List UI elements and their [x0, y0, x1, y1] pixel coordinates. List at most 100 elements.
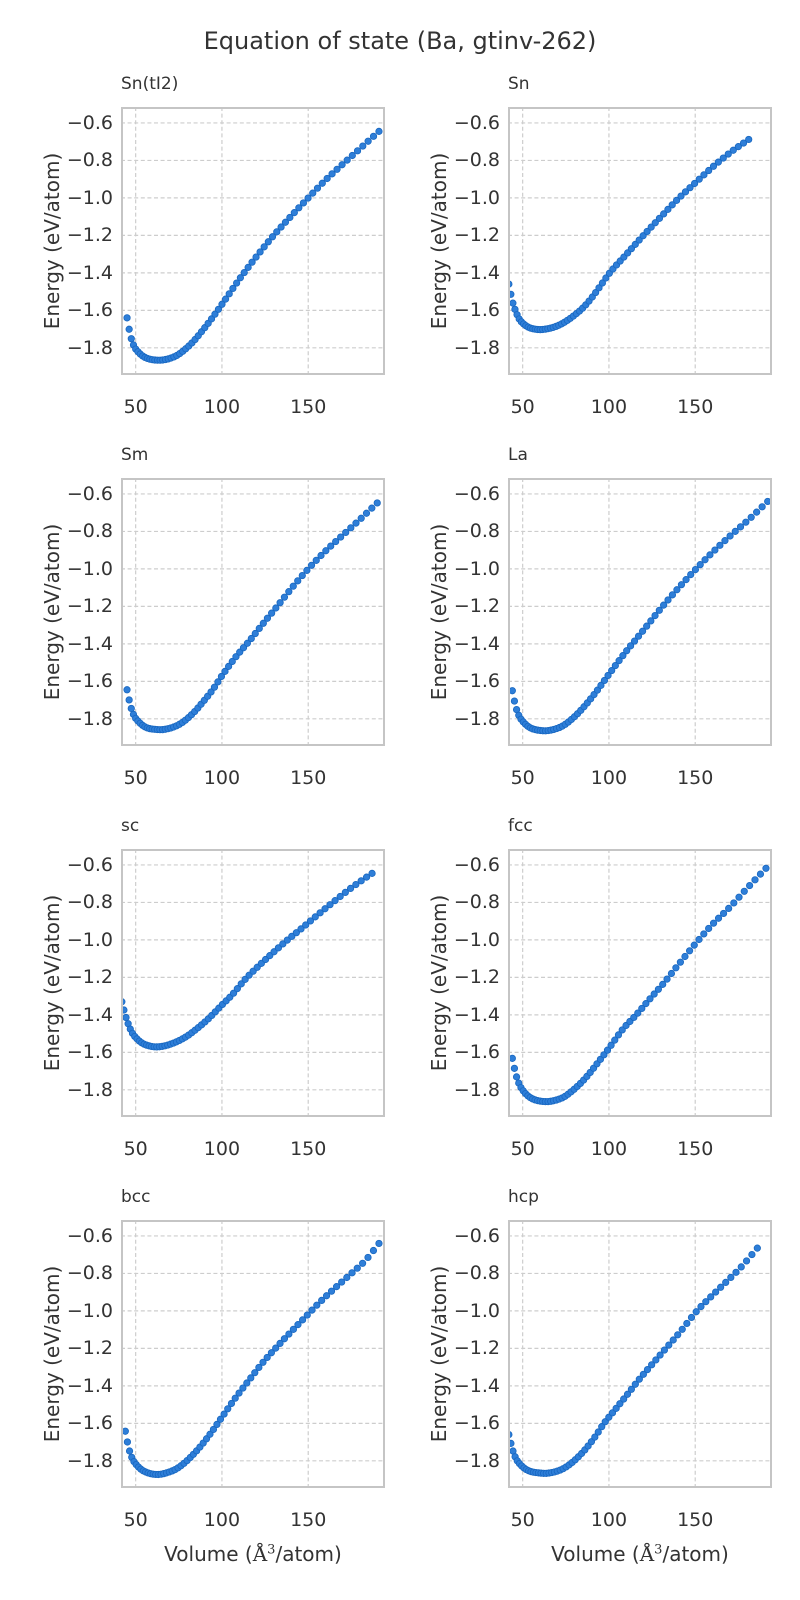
x-tick-label: 50 — [123, 396, 148, 418]
data-point — [696, 561, 704, 569]
data-point — [734, 143, 742, 151]
x-axis-label-part: Å — [252, 1542, 268, 1566]
data-point — [697, 1302, 705, 1311]
y-tick-label: −1.0 — [453, 1299, 500, 1322]
data-point — [285, 1330, 293, 1338]
data-point — [233, 985, 241, 993]
data-point — [309, 189, 317, 197]
data-point — [740, 887, 748, 895]
data-point — [627, 1385, 635, 1393]
subplot-title-sn-ti2: Sn(tI2) — [121, 74, 179, 94]
data-point — [685, 947, 694, 955]
y-tick-label: −1.6 — [453, 299, 500, 322]
data-point — [681, 952, 689, 961]
data-point — [322, 547, 330, 555]
data-point — [742, 1257, 751, 1265]
data-point — [619, 652, 627, 660]
data-point — [674, 1331, 682, 1339]
data-point — [327, 542, 335, 550]
x-tick-label: 100 — [590, 767, 628, 789]
data-point — [724, 150, 732, 158]
data-point — [647, 223, 655, 231]
data-point — [615, 657, 623, 665]
plot-area-fcc — [508, 849, 772, 1117]
data-point — [747, 513, 755, 521]
data-point — [239, 1384, 247, 1392]
y-tick-label: −0.6 — [66, 1224, 113, 1247]
data-point — [267, 1349, 276, 1357]
x-tick-label: 150 — [290, 1509, 327, 1531]
data-point — [272, 1344, 280, 1352]
data-point — [712, 1288, 720, 1296]
axes-frame — [508, 107, 772, 375]
plot-area-sm — [121, 478, 385, 746]
data-point — [612, 1404, 620, 1412]
data-point — [303, 566, 311, 574]
subplot-title-la: La — [508, 445, 528, 465]
data-point — [598, 1423, 606, 1431]
data-point — [343, 1273, 351, 1282]
data-point — [224, 1405, 232, 1413]
data-point — [643, 622, 651, 630]
data-point — [127, 335, 135, 343]
data-point — [326, 901, 334, 909]
y-tick-label: −1.0 — [453, 928, 500, 951]
x-axis-label-part: /atom) — [275, 1542, 342, 1566]
x-tick-label: 150 — [677, 396, 714, 418]
data-point — [676, 958, 684, 966]
data-point — [656, 1351, 664, 1359]
data-point — [664, 205, 672, 213]
data-point — [123, 314, 131, 322]
data-point — [218, 300, 226, 308]
data-point — [332, 537, 340, 546]
axes-frame — [508, 478, 772, 746]
data-point — [243, 1379, 251, 1387]
data-point — [244, 263, 252, 271]
y-tick-label: −0.6 — [453, 853, 500, 876]
data-point — [216, 1415, 225, 1423]
data-point — [753, 1244, 761, 1252]
data-point — [510, 1064, 519, 1072]
data-point — [302, 921, 310, 929]
data-point — [603, 1046, 612, 1054]
x-axis-label-part: 3 — [654, 1542, 663, 1558]
data-point — [673, 586, 681, 594]
data-point — [672, 964, 680, 972]
axes-frame — [508, 1220, 772, 1488]
data-point — [608, 666, 616, 675]
data-point — [125, 325, 133, 333]
data-point — [512, 1073, 521, 1081]
data-point — [125, 696, 133, 704]
data-point — [597, 681, 605, 689]
data-point — [721, 537, 729, 545]
data-point — [731, 527, 739, 535]
data-point — [660, 601, 668, 609]
data-point — [764, 497, 772, 506]
data-point — [263, 614, 272, 622]
data-point — [660, 210, 668, 218]
y-tick-label: −0.8 — [453, 520, 500, 543]
data-point — [695, 175, 703, 183]
data-point — [510, 697, 519, 705]
data-point — [634, 1009, 642, 1017]
x-tick-label: 100 — [203, 767, 241, 789]
data-point — [638, 1004, 646, 1013]
x-tick-label: 50 — [510, 1509, 535, 1531]
data-point — [277, 223, 285, 231]
data-point — [308, 1306, 316, 1314]
data-point — [121, 1427, 129, 1435]
data-point — [281, 218, 290, 226]
y-tick-label: −1.8 — [453, 1078, 500, 1101]
y-tick-label: −1.8 — [453, 707, 500, 730]
x-tick-label: 100 — [203, 1509, 241, 1531]
data-point — [700, 171, 708, 179]
data-point — [651, 219, 659, 227]
data-point — [368, 504, 376, 512]
data-point — [707, 1293, 715, 1301]
x-tick-label: 150 — [677, 1138, 714, 1160]
y-tick-label: −0.6 — [66, 853, 113, 876]
y-tick-label: −1.8 — [453, 336, 500, 359]
y-tick-label: −1.4 — [453, 1374, 500, 1397]
x-axis-label: Volume (Å3/atom) — [551, 1542, 729, 1566]
data-point — [352, 519, 360, 527]
